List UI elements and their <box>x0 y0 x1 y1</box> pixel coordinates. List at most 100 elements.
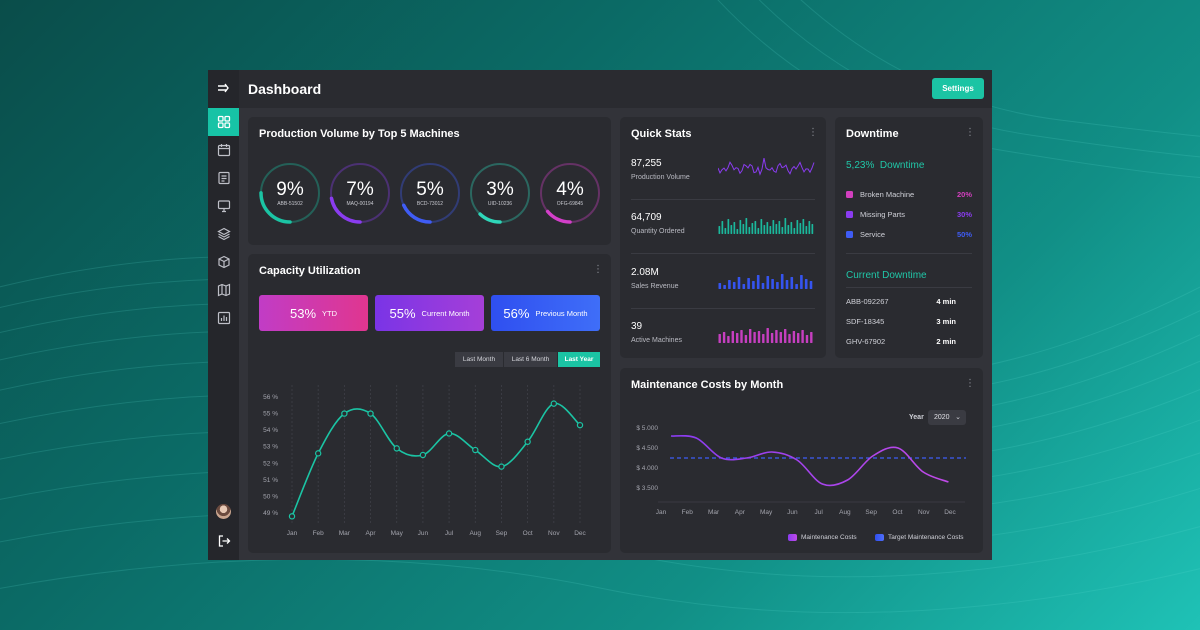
x-tick-label: Aug <box>469 530 481 537</box>
downtime-summary: 5,23% Downtime <box>846 160 924 171</box>
monitor-icon[interactable] <box>208 192 239 220</box>
capacity-previous-month-label: Previous Month <box>535 308 588 318</box>
spark-bar <box>737 277 741 289</box>
y-tick-label: $ 3.500 <box>636 485 658 492</box>
quick-stat-value: 39 <box>631 321 643 332</box>
capacity-current-month-label: Current Month <box>421 308 470 318</box>
tab-last-year[interactable]: Last Year <box>558 352 600 367</box>
spark-bar <box>776 282 779 289</box>
series-line <box>670 434 949 487</box>
y-tick-label: 56 % <box>263 394 278 401</box>
x-tick-label: Mar <box>708 509 720 516</box>
capacity-previous-month-value: 56% <box>503 305 530 321</box>
data-point <box>367 410 374 417</box>
data-point <box>576 421 584 429</box>
spark-bar <box>730 225 733 234</box>
sidebar <box>208 70 239 560</box>
quick-stat-label: Sales Revenue <box>631 283 679 290</box>
x-tick-label: Jan <box>656 509 667 516</box>
data-point <box>472 446 479 454</box>
ring-progress <box>539 162 601 224</box>
capacity-ytd-value: 53% <box>289 305 317 321</box>
spark-bar <box>723 285 726 289</box>
quick-stats-card: Quick Stats ⋮ 87,255 Production Volume 64,… <box>620 117 826 358</box>
machine-percent: 9% <box>276 179 304 200</box>
spark-bar <box>766 222 769 234</box>
spark-bar <box>766 276 770 289</box>
spark-bar <box>805 335 809 343</box>
x-tick-label: Jul <box>445 530 454 537</box>
spark-bar <box>718 334 721 343</box>
spark-bar <box>811 224 814 234</box>
series-line <box>291 402 581 517</box>
map-icon[interactable] <box>208 276 239 304</box>
spark-bar <box>772 220 775 234</box>
spark-bar <box>736 333 739 343</box>
x-tick-label: Dec <box>944 509 956 516</box>
x-tick-label: May <box>760 509 773 516</box>
chevron-down-icon: ⌄ <box>955 414 961 421</box>
legend-label: Maintenance Costs <box>801 534 857 541</box>
downtime-reason-name: Broken Machine <box>860 190 915 199</box>
spark-bar <box>770 333 774 343</box>
sparkline <box>718 274 813 289</box>
machine-id: BCD-73012 <box>416 201 444 207</box>
box-icon[interactable] <box>208 248 239 276</box>
spark-bar <box>752 281 755 289</box>
spark-bar <box>790 222 793 234</box>
spark-bar <box>804 279 808 289</box>
spark-bar <box>727 336 730 343</box>
downtime-title: Downtime <box>846 128 899 140</box>
spark-bar <box>718 226 721 234</box>
sparkline <box>718 157 815 176</box>
more-options-icon[interactable]: ⋮ <box>965 378 975 389</box>
spark-bar <box>796 220 799 234</box>
logout-icon[interactable] <box>208 527 239 555</box>
more-options-icon[interactable]: ⋮ <box>808 127 818 138</box>
spark-bar <box>800 275 803 289</box>
capacity-ytd-label: YTD <box>322 308 338 318</box>
ring-gauge <box>469 162 531 224</box>
x-tick-label: Apr <box>365 530 376 537</box>
y-tick-label: 52 % <box>263 460 278 467</box>
spark-bar <box>727 219 730 234</box>
current-downtime-row: SDF-18345 3 min <box>846 317 956 329</box>
spark-bar <box>742 224 745 234</box>
calendar-icon[interactable] <box>208 136 239 164</box>
spark-bar <box>771 279 774 289</box>
tab-last-month[interactable]: Last Month <box>455 352 503 367</box>
more-options-icon[interactable]: ⋮ <box>965 127 975 138</box>
document-icon[interactable] <box>208 164 239 192</box>
settings-button[interactable]: Settings <box>932 78 984 99</box>
divider <box>631 253 815 254</box>
machine-ring: 5% BCD-73012 <box>398 161 462 225</box>
production-volume-title: Production Volume by Top 5 Machines <box>259 128 460 140</box>
x-tick-label: May <box>391 530 404 537</box>
quick-stat-value: 2.08M <box>631 267 659 278</box>
spark-bar <box>763 225 766 234</box>
more-options-icon[interactable]: ⋮ <box>593 264 603 275</box>
machine-ring: 4% OFG-69845 <box>538 161 602 225</box>
layers-icon[interactable] <box>208 220 239 248</box>
grid-icon[interactable] <box>208 108 239 136</box>
tab-last-6-month[interactable]: Last 6 Month <box>504 352 557 367</box>
spark-bar <box>808 221 811 234</box>
spark-bar <box>780 274 784 289</box>
spark-bar <box>784 329 787 343</box>
capacity-utilization-card: Capacity Utilization ⋮ 53% YTD 55% Curre… <box>248 254 611 553</box>
current-downtime-row: GHV-67902 2 min <box>846 337 956 349</box>
capacity-current-month-value: 55% <box>389 305 416 321</box>
avatar[interactable] <box>216 504 231 519</box>
production-volume-card: Production Volume by Top 5 Machines 9% AB… <box>248 117 611 245</box>
current-downtime-row: ABB-092267 4 min <box>846 297 956 309</box>
collapse-arrow-icon[interactable] <box>208 74 239 102</box>
year-select[interactable]: 2020 ⌄ <box>928 410 966 425</box>
spark-bar <box>721 221 724 234</box>
data-point <box>393 445 400 452</box>
spark-bar <box>757 228 760 234</box>
capacity-ytd-box: 53% YTD <box>259 295 368 331</box>
data-point <box>314 450 322 457</box>
bar-chart-icon[interactable] <box>208 304 239 332</box>
spark-bar <box>769 226 772 234</box>
year-label: Year <box>909 414 924 421</box>
